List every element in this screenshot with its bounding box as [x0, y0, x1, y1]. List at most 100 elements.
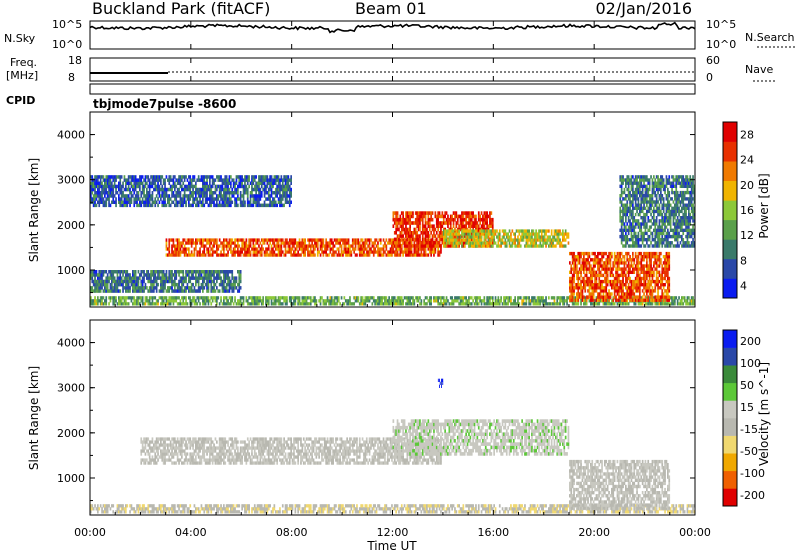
heatmap-cell [378, 253, 381, 257]
heatmap-cell [564, 232, 567, 236]
heatmap-cell [431, 244, 434, 248]
heatmap-cell [118, 270, 120, 274]
heatmap-cell [181, 241, 183, 245]
heatmap-cell [381, 253, 383, 257]
heatmap-cell [491, 238, 494, 242]
heatmap-cell [403, 250, 406, 254]
heatmap-cell [340, 253, 343, 257]
heatmap-cell [616, 258, 619, 262]
heatmap-cell [400, 231, 403, 235]
heatmap-cell [475, 232, 477, 236]
heatmap-cell [144, 181, 147, 185]
heatmap-cell [598, 264, 601, 268]
heatmap-cell [583, 302, 585, 306]
heatmap-cell [395, 231, 397, 235]
heatmap-cell [169, 238, 172, 242]
heatmap-cell [639, 279, 641, 284]
heatmap-cell [137, 282, 140, 287]
heatmap-cell [176, 187, 179, 192]
heatmap-cell [507, 296, 509, 300]
heatmap-cell [546, 229, 549, 233]
heatmap-cell [658, 264, 661, 268]
heatmap-cell [203, 203, 206, 208]
heatmap-cell [109, 282, 112, 287]
heatmap-cell [308, 241, 311, 245]
heatmap-cell [91, 197, 94, 201]
heatmap-cell [206, 178, 208, 182]
heatmap-cell [224, 270, 227, 274]
heatmap-cell [395, 253, 397, 257]
heatmap-cell [491, 240, 494, 245]
heatmap-cell [97, 302, 99, 306]
heatmap-cell [126, 282, 129, 287]
heatmap-cell [245, 296, 248, 300]
heatmap-cell [175, 289, 178, 293]
heatmap-cell [197, 191, 200, 195]
heatmap-cell [206, 200, 208, 204]
heatmap-cell [263, 241, 266, 245]
heatmap-cell [644, 255, 647, 259]
heatmap-cell [577, 292, 580, 296]
heatmap-cell [130, 299, 133, 303]
heatmap-cell [360, 238, 362, 242]
heatmap-cell [169, 197, 172, 201]
heatmap-cell [409, 227, 411, 232]
heatmap-cell [349, 302, 351, 306]
heatmap-cell [227, 282, 229, 287]
heatmap-cell [196, 276, 199, 280]
heatmap-cell [328, 302, 330, 306]
heatmap-cell [406, 234, 409, 238]
heatmap-cell [340, 244, 343, 248]
heatmap-cell [664, 273, 666, 278]
heatmap-cell [178, 289, 180, 293]
heatmap-cell [477, 211, 480, 215]
heatmap-cell [344, 253, 347, 257]
heatmap-cell [199, 302, 201, 306]
heatmap-cell [196, 253, 199, 257]
heatmap-cell [504, 302, 507, 306]
heatmap-cell [102, 302, 105, 306]
heatmap-cell [399, 241, 402, 245]
heatmap-cell [393, 244, 396, 248]
heatmap-cell [311, 244, 313, 248]
heatmap-cell [647, 267, 650, 271]
heatmap-cell [553, 302, 556, 306]
heatmap-cell [531, 241, 533, 245]
heatmap-cell [503, 241, 505, 245]
heatmap-cell [494, 296, 497, 300]
heatmap-cell [164, 286, 166, 290]
heatmap-cell [146, 296, 148, 300]
heatmap-cell [634, 267, 637, 271]
heatmap-cell [583, 255, 585, 259]
heatmap-cell [557, 229, 560, 233]
heatmap-cell [667, 289, 669, 293]
heatmap-cell [216, 286, 218, 290]
heatmap-cell [246, 244, 249, 248]
heatmap-cell [347, 241, 350, 245]
heatmap-cell [358, 244, 361, 248]
heatmap-cell [609, 295, 612, 299]
heatmap-cell [150, 203, 152, 208]
heatmap-cell [196, 178, 199, 182]
heatmap-cell [351, 238, 354, 242]
heatmap-cell [277, 250, 280, 254]
heatmap-cell [667, 270, 669, 274]
heatmap-cell [230, 302, 232, 306]
heatmap-cell [539, 244, 542, 248]
heatmap-cell [140, 194, 143, 198]
heatmap-cell [95, 184, 98, 189]
heatmap-cell [232, 282, 235, 287]
heatmap-cell [462, 214, 465, 219]
heatmap-cell [221, 253, 224, 257]
heatmap-cell [224, 286, 227, 290]
heatmap-cell [99, 191, 102, 195]
heatmap-cell [553, 238, 556, 242]
heatmap-cell [339, 244, 341, 248]
heatmap-cell [591, 295, 594, 299]
heatmap-cell [196, 279, 199, 284]
heatmap-cell [94, 270, 96, 274]
heatmap-cell [151, 270, 154, 274]
heatmap-cell [209, 191, 211, 195]
heatmap-cell [139, 178, 141, 182]
heatmap-cell [176, 191, 179, 195]
